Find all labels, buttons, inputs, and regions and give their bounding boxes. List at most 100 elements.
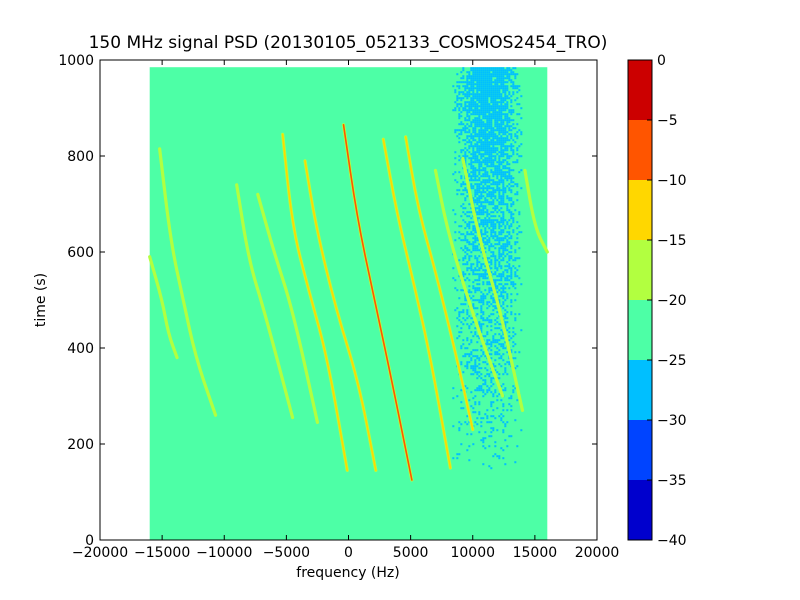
noise-pixel [476,217,479,220]
noise-pixel [468,91,471,94]
noise-pixel [504,235,507,238]
noise-pixel [492,115,495,118]
noise-pixel [502,133,505,136]
noise-pixel [480,273,483,276]
noise-pixel [508,173,511,176]
noise-pixel [462,355,465,358]
noise-pixel [490,125,493,128]
noise-pixel [482,83,485,86]
noise-pixel [486,67,489,70]
noise-pixel [506,243,509,246]
noise-pixel [482,105,485,108]
noise-pixel [484,179,487,182]
noise-pixel [504,109,507,112]
noise-pixel [516,183,519,186]
noise-pixel [510,275,513,278]
noise-pixel [458,319,461,322]
noise-pixel [496,285,499,288]
noise-pixel [474,255,477,258]
noise-pixel [500,275,503,278]
noise-pixel [518,113,521,116]
noise-pixel [478,125,481,128]
noise-pixel [506,221,509,224]
noise-pixel [460,151,463,154]
noise-pixel [490,289,493,292]
noise-pixel [472,85,475,88]
noise-pixel [486,119,489,122]
noise-pixel [484,161,487,164]
noise-pixel [508,211,511,214]
noise-pixel [502,91,505,94]
noise-pixel [500,355,503,358]
noise-pixel [496,93,499,96]
noise-pixel [488,465,491,468]
noise-pixel [476,111,479,114]
noise-pixel [502,113,505,116]
noise-pixel [482,277,485,280]
noise-pixel [482,221,485,224]
noise-pixel [510,293,513,296]
noise-pixel [494,259,497,262]
noise-pixel [492,415,495,418]
noise-pixel [502,119,505,122]
noise-pixel [510,301,513,304]
noise-pixel [490,101,493,104]
noise-pixel [484,277,487,280]
noise-pixel [504,87,507,90]
noise-pixel [488,117,491,120]
noise-pixel [484,71,487,74]
noise-pixel [480,327,483,330]
noise-pixel [508,339,511,342]
noise-pixel [476,185,479,188]
noise-pixel [478,389,481,392]
noise-pixel [486,215,489,218]
noise-pixel [498,95,501,98]
x-axis-label: frequency (Hz) [296,565,399,581]
noise-pixel [502,101,505,104]
noise-pixel [508,287,511,290]
noise-pixel [476,213,479,216]
noise-pixel [496,73,499,76]
noise-pixel [474,327,477,330]
noise-pixel [456,453,459,456]
noise-pixel [486,115,489,118]
noise-pixel [464,303,467,306]
noise-pixel [462,311,465,314]
noise-pixel [468,267,471,270]
noise-pixel [478,119,481,122]
noise-pixel [496,139,499,142]
noise-pixel [476,79,479,82]
noise-pixel [472,199,475,202]
noise-pixel [468,105,471,108]
noise-pixel [490,91,493,94]
noise-pixel [508,183,511,186]
noise-pixel [478,357,481,360]
noise-pixel [506,261,509,264]
noise-pixel [506,135,509,138]
noise-pixel [498,131,501,134]
noise-pixel [466,77,469,80]
noise-pixel [498,97,501,100]
noise-pixel [504,119,507,122]
signal-track-1 [158,148,217,416]
noise-pixel [476,289,479,292]
noise-pixel [472,271,475,274]
noise-pixel [514,87,517,90]
noise-pixel [462,317,465,320]
noise-pixel [490,381,493,384]
noise-pixel [500,129,503,132]
noise-pixel [498,105,501,108]
noise-pixel [494,111,497,114]
noise-pixel [492,187,495,190]
noise-pixel [510,73,513,76]
noise-pixel [504,189,507,192]
noise-pixel [488,89,491,92]
noise-pixel [492,133,495,136]
noise-pixel [514,209,517,212]
noise-pixel [482,437,485,440]
noise-pixel [466,269,469,272]
noise-pixel [470,251,473,254]
noise-pixel [478,431,481,434]
noise-pixel [482,89,485,92]
noise-pixel [476,73,479,76]
